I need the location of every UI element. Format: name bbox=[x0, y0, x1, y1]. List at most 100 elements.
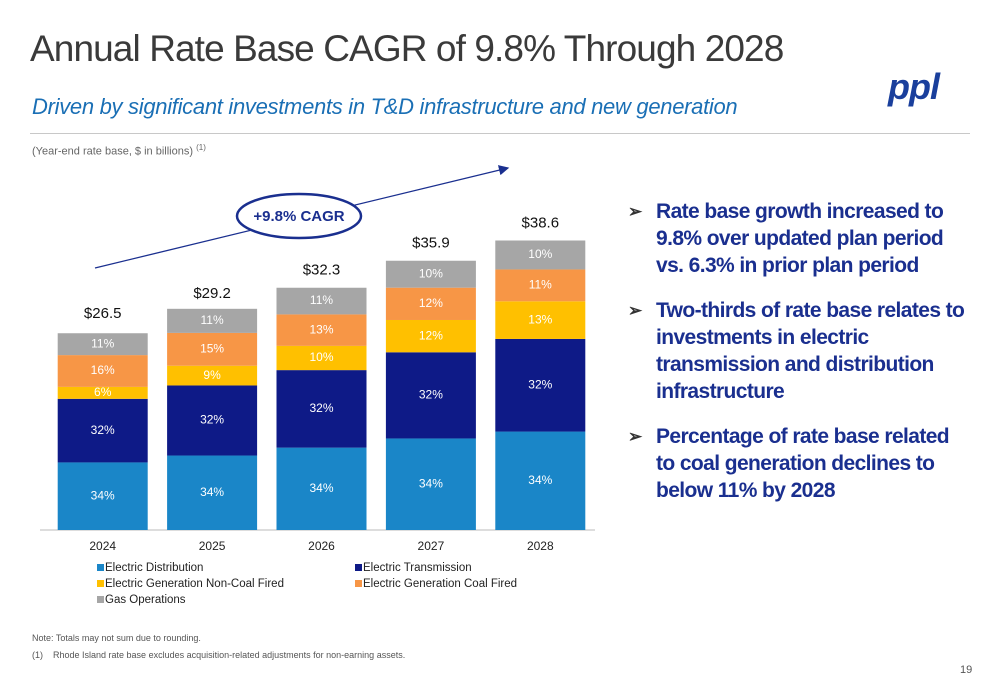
segment-label: 34% bbox=[419, 476, 443, 490]
x-tick-label: 2027 bbox=[418, 539, 445, 553]
bullet-line: to coal generation declines to bbox=[656, 452, 935, 475]
total-label: $38.6 bbox=[522, 214, 560, 231]
segment-label: 11% bbox=[201, 313, 224, 327]
subtitle: Driven by significant investments in T&D… bbox=[32, 94, 738, 119]
bar-segment bbox=[385, 438, 476, 530]
bar-segment bbox=[385, 287, 476, 320]
footnote-text: Rhode Island rate base excludes acquisit… bbox=[53, 650, 406, 660]
segment-label: 32% bbox=[528, 377, 552, 391]
legend-label: Electric Generation Coal Fired bbox=[363, 578, 517, 590]
bullet-line: Two-thirds of rate base relates to bbox=[656, 299, 965, 322]
bullet-arrow: ➢ bbox=[628, 202, 642, 221]
bar-segment bbox=[385, 319, 476, 353]
segment-label: 34% bbox=[309, 481, 333, 495]
segment-label: 12% bbox=[419, 296, 443, 310]
segment-label: 13% bbox=[528, 312, 552, 326]
legend-swatch bbox=[97, 564, 104, 571]
bullet-list: ➢ Rate base growth increased to 9.8% over … bbox=[628, 198, 965, 522]
bullet-line: vs. 6.3% in prior plan period bbox=[656, 254, 919, 277]
bullet-line: transmission and distribution bbox=[656, 353, 934, 376]
bar-segment bbox=[57, 355, 148, 387]
bar-segment bbox=[167, 308, 258, 333]
legend-swatch bbox=[355, 564, 362, 571]
page-number: 19 bbox=[960, 664, 973, 676]
segment-label: 32% bbox=[200, 413, 224, 427]
total-label: $26.5 bbox=[84, 305, 122, 322]
x-tick-label: 2025 bbox=[199, 539, 226, 553]
total-label: $35.9 bbox=[412, 235, 450, 252]
segment-label: 32% bbox=[309, 401, 333, 415]
bar-segment bbox=[276, 287, 367, 315]
title: Annual Rate Base CAGR of 9.8% Through 20… bbox=[30, 28, 784, 69]
bar-segment bbox=[495, 301, 586, 339]
bullet: ➢ Rate base growth increased to 9.8% over … bbox=[628, 198, 964, 279]
x-tick-label: 2026 bbox=[308, 539, 335, 553]
segment-label: 10% bbox=[419, 266, 443, 280]
units-note: (Year-end rate base, $ in billions) (1) bbox=[32, 143, 206, 158]
bar-segment bbox=[57, 333, 148, 356]
legend-swatch bbox=[97, 580, 104, 587]
bar-segment bbox=[167, 385, 258, 456]
bar-segment bbox=[57, 386, 148, 399]
bullet: ➢ Two-thirds of rate base relates to inves… bbox=[628, 297, 965, 405]
footnote: (1) Rhode Island rate base excludes acqui… bbox=[32, 650, 405, 660]
segment-label: 16% bbox=[91, 363, 115, 377]
bullet-arrow: ➢ bbox=[628, 427, 642, 446]
segment-label: 11% bbox=[91, 336, 114, 350]
total-label: $32.3 bbox=[303, 262, 341, 279]
bullet-line: Rate base growth increased to bbox=[656, 200, 944, 223]
segment-label: 6% bbox=[94, 385, 112, 399]
bullet-arrow: ➢ bbox=[628, 301, 642, 320]
bar-segment bbox=[167, 455, 258, 530]
segment-label: 9% bbox=[203, 368, 221, 382]
segment-label: 32% bbox=[91, 423, 115, 437]
bullet: ➢ Percentage of rate base related to coal … bbox=[628, 423, 964, 504]
cagr-label: +9.8% CAGR bbox=[253, 208, 344, 225]
bar-segment bbox=[495, 431, 586, 530]
bullet-line: below 11% by 2028 bbox=[656, 479, 836, 502]
bullet-line: Percentage of rate base related bbox=[656, 425, 950, 448]
cagr-ellipse bbox=[235, 192, 363, 240]
legend-label: Gas Operations bbox=[105, 594, 186, 606]
note: Note: Totals may not sum due to rounding… bbox=[32, 633, 201, 643]
header-rule bbox=[30, 133, 970, 134]
bar-segment bbox=[385, 352, 476, 439]
segment-label: 12% bbox=[419, 328, 443, 342]
bullet-line: investments in electric bbox=[656, 326, 869, 349]
legend-label: Electric Distribution bbox=[105, 562, 203, 574]
segment-label: 34% bbox=[200, 485, 224, 499]
total-label: $29.2 bbox=[193, 285, 231, 302]
legend-label: Electric Generation Non-Coal Fired bbox=[105, 578, 284, 590]
segment-label: 34% bbox=[91, 488, 115, 502]
bar-segment bbox=[276, 370, 367, 448]
bar-segment bbox=[57, 398, 148, 463]
logo: ppl bbox=[888, 66, 940, 107]
units-text: (Year-end rate base, $ in billions) bbox=[32, 145, 194, 158]
x-tick-label: 2028 bbox=[527, 539, 554, 553]
bar-segment bbox=[495, 338, 586, 432]
bar-segment bbox=[276, 345, 367, 371]
bar-segment bbox=[495, 240, 586, 270]
segment-label: 34% bbox=[528, 473, 552, 487]
footnote-marker: (1) bbox=[32, 650, 43, 660]
bar-segment bbox=[276, 314, 367, 346]
segment-label: 10% bbox=[309, 350, 333, 364]
bullet-line: 9.8% over updated plan period bbox=[656, 227, 944, 250]
segment-label: 15% bbox=[200, 341, 224, 355]
legend-swatch bbox=[97, 596, 104, 603]
legend-swatch bbox=[355, 580, 362, 587]
bar-segment bbox=[495, 269, 586, 302]
bar-segment bbox=[167, 332, 258, 366]
units-ref: (1) bbox=[196, 143, 206, 152]
bullet-line: infrastructure bbox=[656, 380, 785, 403]
bar-segment bbox=[276, 447, 367, 530]
segment-label: 32% bbox=[419, 388, 443, 402]
segment-label: 10% bbox=[528, 247, 552, 261]
segment-label: 13% bbox=[309, 322, 333, 336]
segment-label: 11% bbox=[529, 278, 552, 292]
bar-segment bbox=[385, 260, 476, 288]
segment-label: 11% bbox=[310, 293, 333, 307]
bar-segment bbox=[57, 462, 148, 530]
